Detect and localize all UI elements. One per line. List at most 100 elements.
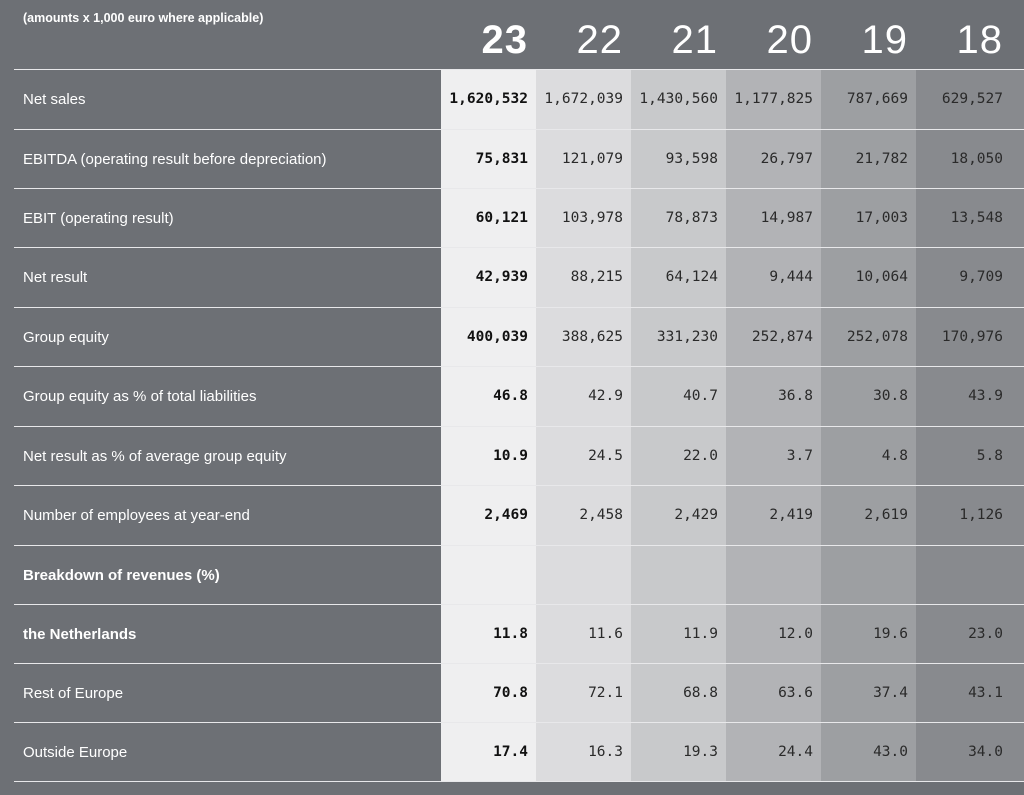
- value-cell-19: 21,782: [855, 151, 908, 167]
- value-cell-19: 19.6: [873, 626, 908, 642]
- value-cell-19: 787,669: [846, 91, 908, 107]
- value-cell-23: 46.8: [493, 388, 528, 404]
- row-divider: [14, 247, 1024, 248]
- value-cell-21: 64,124: [665, 269, 718, 285]
- year-header-22: 22: [576, 18, 623, 62]
- value-cell-18: 629,527: [941, 91, 1003, 107]
- value-cell-23: [433, 546, 528, 605]
- value-cell-22: 24.5: [588, 448, 623, 464]
- row-divider: [14, 426, 1024, 427]
- row-divider: [14, 545, 1024, 546]
- amounts-note: (amounts x 1,000 euro where applicable): [23, 11, 264, 25]
- table-row: EBIT (operating result) 60,121 103,978 78,8…: [14, 189, 1024, 248]
- value-cell-20: 14,987: [760, 210, 813, 226]
- value-cell-22: [528, 546, 623, 605]
- value-cell-19: 4.8: [881, 448, 908, 464]
- table-row: Breakdown of revenues (%): [14, 546, 1024, 605]
- value-cell-21: 11.9: [683, 626, 718, 642]
- row-divider: [14, 366, 1024, 367]
- value-cell-18: 5.8: [976, 448, 1003, 464]
- value-cell-18: 9,709: [959, 269, 1003, 285]
- value-cell-23: 42,939: [475, 269, 528, 285]
- row-label: EBITDA (operating result before deprecia…: [23, 151, 327, 168]
- value-cell-23: 2,469: [484, 507, 528, 523]
- table-row: Net sales 1,620,532 1,672,039 1,430,560 1,17…: [14, 70, 1024, 129]
- table-row: the Netherlands 11.8 11.6 11.9 12.0 19.6 23.0: [14, 605, 1024, 664]
- year-header-20: 20: [766, 18, 813, 62]
- row-label: Group equity: [23, 329, 109, 346]
- row-label: Net sales: [23, 91, 86, 108]
- row-label: Outside Europe: [23, 744, 128, 761]
- value-cell-21: 40.7: [683, 388, 718, 404]
- value-cell-23: 60,121: [475, 210, 528, 226]
- value-cell-22: 42.9: [588, 388, 623, 404]
- value-cell-18: 170,976: [941, 329, 1003, 345]
- row-label: Net result as % of average group equity: [23, 448, 287, 465]
- row-divider: [14, 663, 1024, 664]
- row-divider: [14, 781, 1024, 782]
- row-label: Group equity as % of total liabilities: [23, 388, 257, 405]
- value-cell-20: 1,177,825: [734, 91, 813, 107]
- value-cell-20: 63.6: [778, 685, 813, 701]
- value-cell-20: 252,874: [751, 329, 813, 345]
- year-header-18: 18: [956, 18, 1003, 62]
- value-cell-21: 2,429: [674, 507, 718, 523]
- value-cell-23: 70.8: [493, 685, 528, 701]
- value-cell-22: 88,215: [570, 269, 623, 285]
- value-cell-22: 72.1: [588, 685, 623, 701]
- value-cell-20: 9,444: [769, 269, 813, 285]
- value-cell-20: 2,419: [769, 507, 813, 523]
- value-cell-19: 37.4: [873, 685, 908, 701]
- value-cell-19: 17,003: [855, 210, 908, 226]
- table-row: Group equity as % of total liabilities 46…: [14, 367, 1024, 426]
- value-cell-22: 16.3: [588, 744, 623, 760]
- value-cell-18: 13,548: [950, 210, 1003, 226]
- value-cell-18: 1,126: [959, 507, 1003, 523]
- value-cell-20: 12.0: [778, 626, 813, 642]
- table-row: Net result as % of average group equity 1…: [14, 427, 1024, 486]
- value-cell-19: 43.0: [873, 744, 908, 760]
- year-header-23: 23: [481, 18, 528, 62]
- value-cell-21: 68.8: [683, 685, 718, 701]
- table-row: Outside Europe 17.4 16.3 19.3 24.4 43.0 34.0: [14, 723, 1024, 782]
- value-cell-19: 252,078: [846, 329, 908, 345]
- value-cell-22: 388,625: [561, 329, 623, 345]
- table-row: Number of employees at year-end 2,469 2,45…: [14, 486, 1024, 545]
- table-row: Group equity 400,039 388,625 331,230 252,874…: [14, 308, 1024, 367]
- value-cell-21: [623, 546, 718, 605]
- value-cell-22: 121,079: [561, 151, 623, 167]
- value-cell-19: 2,619: [864, 507, 908, 523]
- row-label: Rest of Europe: [23, 685, 124, 702]
- value-cell-22: 103,978: [561, 210, 623, 226]
- value-cell-18: 34.0: [968, 744, 1003, 760]
- row-divider: [14, 129, 1024, 130]
- value-cell-20: 36.8: [778, 388, 813, 404]
- row-label: the Netherlands: [23, 626, 137, 643]
- table-row: EBITDA (operating result before deprecia…: [14, 130, 1024, 189]
- value-cell-18: 43.1: [968, 685, 1003, 701]
- year-header-19: 19: [861, 18, 908, 62]
- value-cell-18: 23.0: [968, 626, 1003, 642]
- table-row: Rest of Europe 70.8 72.1 68.8 63.6 37.4 43.1: [14, 664, 1024, 723]
- value-cell-20: 3.7: [786, 448, 813, 464]
- value-cell-21: 19.3: [683, 744, 718, 760]
- row-divider: [14, 188, 1024, 189]
- value-cell-22: 1,672,039: [544, 91, 623, 107]
- value-cell-19: 10,064: [855, 269, 908, 285]
- row-label: Number of employees at year-end: [23, 507, 250, 524]
- value-cell-23: 17.4: [493, 744, 528, 760]
- row-divider: [14, 604, 1024, 605]
- value-cell-18: 18,050: [950, 151, 1003, 167]
- value-cell-19: [813, 546, 908, 605]
- row-divider: [14, 485, 1024, 486]
- value-cell-23: 75,831: [475, 151, 528, 167]
- value-cell-18: 43.9: [968, 388, 1003, 404]
- row-divider: [14, 307, 1024, 308]
- value-cell-20: [718, 546, 813, 605]
- value-cell-21: 78,873: [665, 210, 718, 226]
- value-cell-19: 30.8: [873, 388, 908, 404]
- value-cell-21: 1,430,560: [639, 91, 718, 107]
- value-cell-21: 22.0: [683, 448, 718, 464]
- table-row: Net result 42,939 88,215 64,124 9,444 10,064 9…: [14, 248, 1024, 307]
